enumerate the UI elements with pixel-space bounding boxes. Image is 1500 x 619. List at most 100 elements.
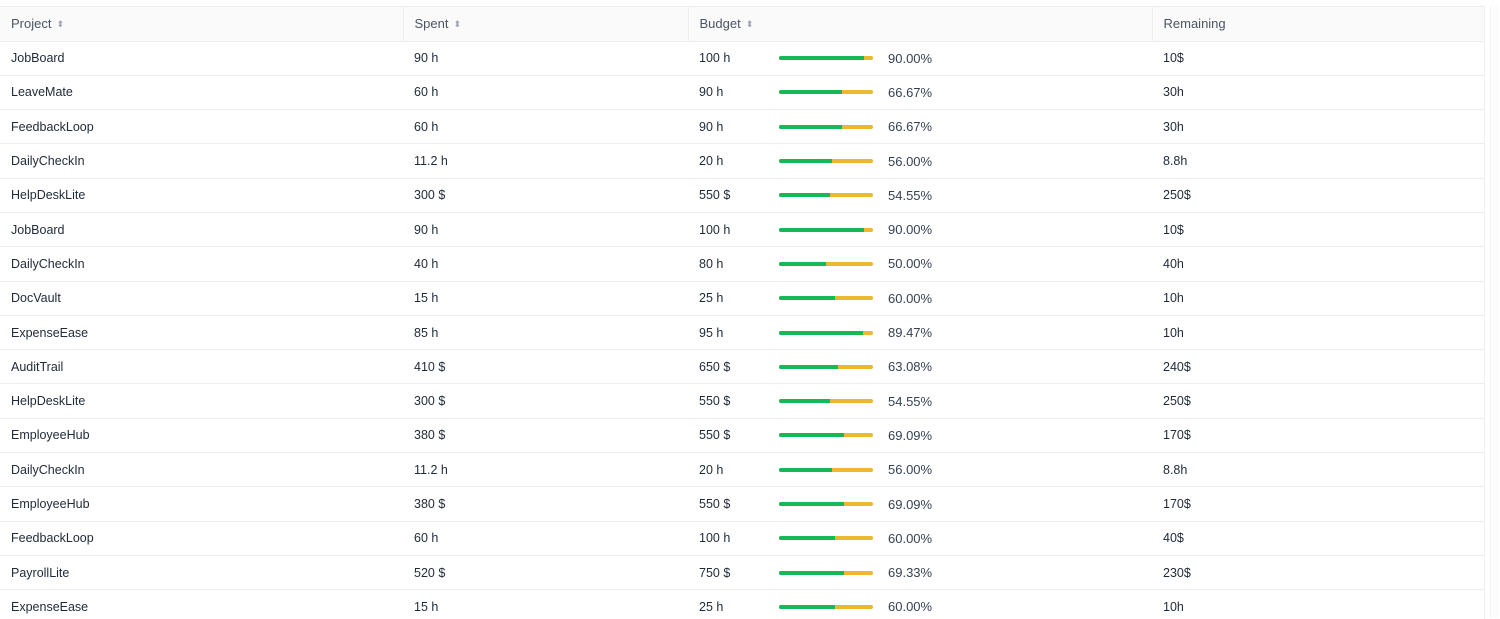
budget-progress-fill bbox=[779, 536, 836, 541]
table-row[interactable]: HelpDeskLite 300 $ 550 $ 54.55% 250$ bbox=[0, 178, 1484, 213]
remaining-cell: 30h bbox=[1152, 109, 1484, 145]
budget-value: 550 $ bbox=[699, 428, 731, 443]
spent-cell: 380 $ bbox=[403, 486, 688, 522]
budget-percent: 50.00% bbox=[888, 256, 933, 272]
remaining-cell: 170$ bbox=[1152, 418, 1484, 454]
budget-cell: 750 $ 69.33% bbox=[688, 555, 1152, 591]
table-row[interactable]: DailyCheckIn 11.2 h 20 h 56.00% 8.8h bbox=[0, 143, 1484, 179]
table-row[interactable]: DailyCheckIn 40 h 80 h 50.00% 40h bbox=[0, 246, 1484, 282]
spent-cell: 15 h bbox=[403, 589, 688, 619]
budget-percent: 60.00% bbox=[888, 290, 933, 306]
table-row[interactable]: AuditTrail 410 $ 650 $ 63.08% 240$ bbox=[0, 349, 1484, 385]
remaining-cell: 8.8h bbox=[1152, 143, 1484, 179]
remaining-cell: 10h bbox=[1152, 281, 1484, 316]
table-row[interactable]: DocVault 15 h 25 h 60.00% 10h bbox=[0, 281, 1484, 316]
table-row[interactable]: FeedbackLoop 60 h 90 h 66.67% 30h bbox=[0, 109, 1484, 145]
project-cell: AuditTrail bbox=[0, 349, 403, 385]
budget-value: 90 h bbox=[699, 85, 724, 100]
budget-progress-fill bbox=[779, 502, 844, 506]
vertical-scrollbar[interactable] bbox=[1490, 6, 1499, 618]
spent-cell: 520 $ bbox=[403, 555, 688, 591]
budget-value: 550 $ bbox=[699, 188, 731, 203]
budget-progress-bar bbox=[779, 296, 873, 301]
budget-percent: 69.33% bbox=[888, 565, 933, 581]
spent-cell: 300 $ bbox=[403, 383, 688, 419]
remaining-cell: 240$ bbox=[1152, 349, 1484, 385]
budget-cell: 100 h 60.00% bbox=[688, 521, 1152, 556]
budget-cell: 550 $ 54.55% bbox=[688, 383, 1152, 419]
table-row[interactable]: ExpenseEase 85 h 95 h 89.47% 10h bbox=[0, 315, 1484, 351]
budget-value: 20 h bbox=[699, 154, 724, 169]
table-row[interactable]: EmployeeHub 380 $ 550 $ 69.09% 170$ bbox=[0, 418, 1484, 454]
project-cell: DailyCheckIn bbox=[0, 143, 403, 179]
table-row[interactable]: LeaveMate 60 h 90 h 66.67% 30h bbox=[0, 75, 1484, 111]
project-cell: LeaveMate bbox=[0, 75, 403, 111]
spent-cell: 90 h bbox=[403, 212, 688, 248]
budget-percent: 69.09% bbox=[888, 427, 933, 443]
table-row[interactable]: JobBoard 90 h 100 h 90.00% 10$ bbox=[0, 41, 1484, 76]
budget-progress-bar bbox=[779, 364, 873, 369]
budget-progress-bar bbox=[779, 227, 873, 232]
budget-cell: 95 h 89.47% bbox=[688, 315, 1152, 351]
budget-progress-fill bbox=[779, 56, 864, 61]
sort-icon[interactable]: ⬍ bbox=[453, 19, 462, 30]
budget-progress-fill bbox=[779, 193, 831, 198]
sort-icon[interactable]: ⬍ bbox=[745, 19, 754, 30]
budget-progress-bar bbox=[779, 159, 873, 164]
sort-icon[interactable]: ⬍ bbox=[56, 19, 65, 30]
budget-percent: 63.08% bbox=[888, 359, 933, 375]
project-cell: JobBoard bbox=[0, 212, 403, 248]
project-cell: EmployeeHub bbox=[0, 486, 403, 522]
budget-progress-fill bbox=[779, 296, 836, 301]
table-row[interactable]: DailyCheckIn 11.2 h 20 h 56.00% 8.8h bbox=[0, 452, 1484, 488]
spent-cell: 380 $ bbox=[403, 418, 688, 454]
table-row[interactable]: FeedbackLoop 60 h 100 h 60.00% 40$ bbox=[0, 521, 1484, 556]
project-cell: EmployeeHub bbox=[0, 418, 403, 454]
project-cell: JobBoard bbox=[0, 41, 403, 76]
budget-value: 550 $ bbox=[699, 497, 731, 511]
spent-cell: 60 h bbox=[403, 75, 688, 111]
spent-cell: 60 h bbox=[403, 521, 688, 556]
budget-cell: 550 $ 54.55% bbox=[688, 178, 1152, 213]
project-cell: DocVault bbox=[0, 281, 403, 316]
table-row[interactable]: EmployeeHub 380 $ 550 $ 69.09% 170$ bbox=[0, 486, 1484, 522]
table-row[interactable]: JobBoard 90 h 100 h 90.00% 10$ bbox=[0, 212, 1484, 248]
spent-cell: 60 h bbox=[403, 109, 688, 145]
budget-cell: 90 h 66.67% bbox=[688, 75, 1152, 111]
column-label: Spent bbox=[414, 16, 449, 32]
budget-progress-fill bbox=[779, 433, 844, 438]
budget-progress-bar bbox=[779, 330, 873, 335]
budget-cell: 100 h 90.00% bbox=[688, 41, 1152, 76]
spent-cell: 410 $ bbox=[403, 349, 688, 385]
table-row[interactable]: ExpenseEase 15 h 25 h 60.00% 10h bbox=[0, 589, 1484, 619]
budget-progress-bar bbox=[779, 604, 873, 609]
project-cell: HelpDeskLite bbox=[0, 178, 403, 213]
budget-progress-fill bbox=[779, 159, 832, 164]
project-cell: ExpenseEase bbox=[0, 589, 403, 619]
table-row[interactable]: HelpDeskLite 300 $ 550 $ 54.55% 250$ bbox=[0, 383, 1484, 419]
budget-percent: 56.00% bbox=[888, 153, 933, 169]
budget-cell: 20 h 56.00% bbox=[688, 143, 1152, 179]
budget-percent: 60.00% bbox=[888, 530, 933, 546]
project-cell: DailyCheckIn bbox=[0, 246, 403, 282]
budget-cell: 90 h 66.67% bbox=[688, 109, 1152, 145]
project-cell: FeedbackLoop bbox=[0, 109, 403, 145]
budget-cell: 80 h 50.00% bbox=[688, 246, 1152, 282]
table-row[interactable]: PayrollLite 520 $ 750 $ 69.33% 230$ bbox=[0, 555, 1484, 591]
column-header-spent[interactable]: Spent ⬍ bbox=[402, 7, 688, 42]
budget-percent: 54.55% bbox=[888, 187, 933, 203]
budget-percent: 54.55% bbox=[888, 393, 933, 409]
remaining-cell: 250$ bbox=[1152, 178, 1484, 213]
budget-value: 95 h bbox=[699, 325, 724, 340]
budget-percent: 60.00% bbox=[888, 599, 933, 615]
column-header-budget[interactable]: Budget ⬍ bbox=[687, 7, 1152, 42]
spent-cell: 11.2 h bbox=[403, 452, 688, 488]
spent-cell: 300 $ bbox=[403, 178, 688, 213]
budget-value: 550 $ bbox=[699, 394, 731, 409]
budget-progress-fill bbox=[779, 261, 826, 266]
spent-cell: 15 h bbox=[403, 281, 688, 316]
project-cell: HelpDeskLite bbox=[0, 383, 403, 419]
column-header-project[interactable]: Project ⬍ bbox=[0, 7, 403, 42]
budget-progress-fill bbox=[779, 467, 832, 472]
